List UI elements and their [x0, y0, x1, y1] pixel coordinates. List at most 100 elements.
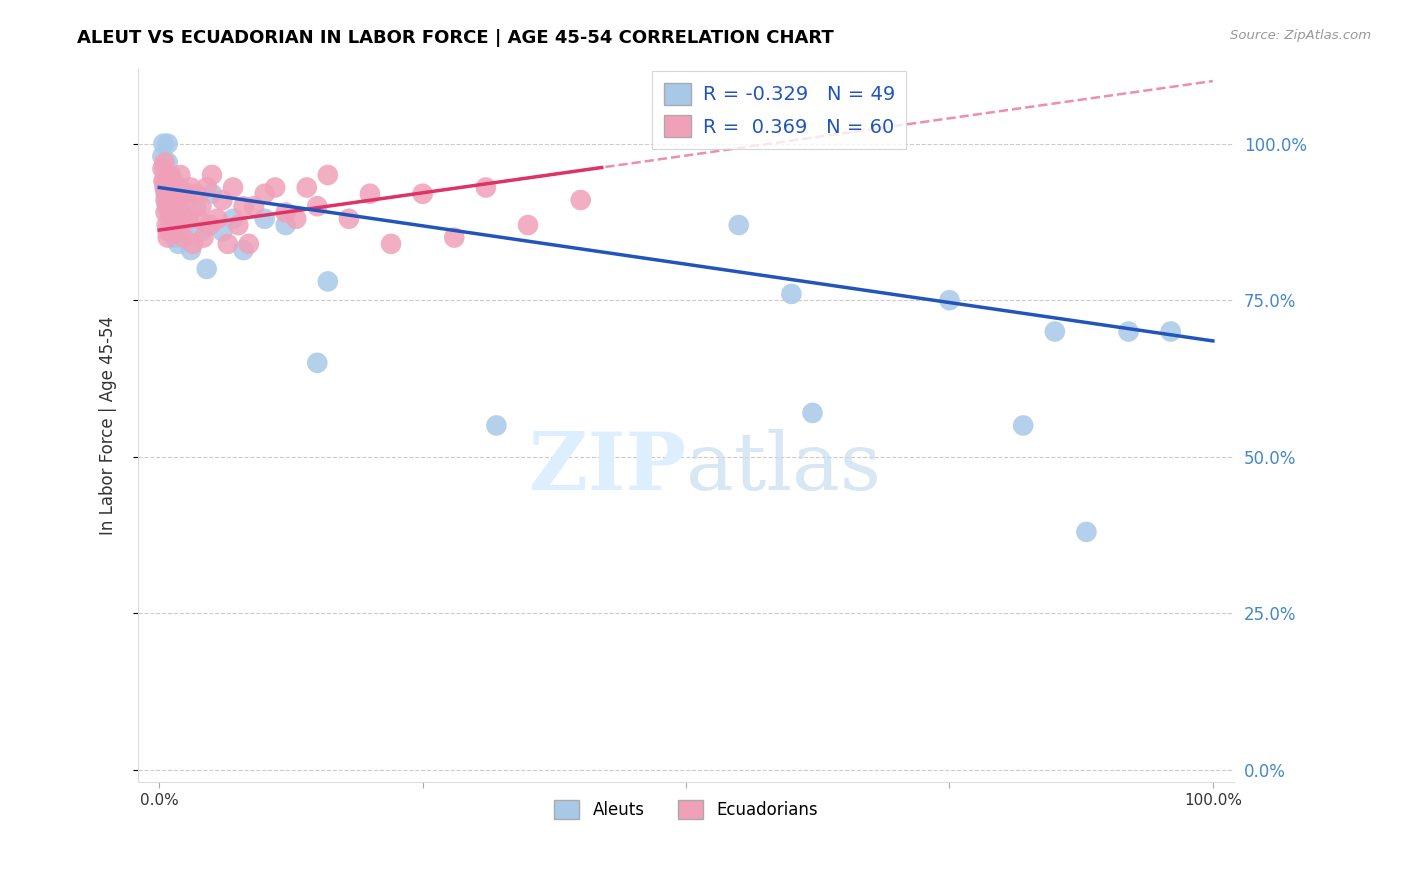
- Point: [380, 236, 402, 251]
- Point: [156, 218, 179, 232]
- Point: [1012, 418, 1035, 433]
- Point: [443, 230, 465, 244]
- Text: Source: ZipAtlas.com: Source: ZipAtlas.com: [1230, 29, 1371, 42]
- Point: [167, 236, 190, 251]
- Point: [153, 161, 176, 176]
- Point: [173, 230, 195, 244]
- Point: [165, 193, 187, 207]
- Point: [153, 180, 176, 194]
- Point: [157, 180, 180, 194]
- Text: ZIP: ZIP: [529, 429, 686, 508]
- Point: [412, 186, 434, 201]
- Legend: Aleuts, Ecuadorians: Aleuts, Ecuadorians: [547, 793, 824, 825]
- Point: [159, 180, 181, 194]
- Point: [1118, 325, 1140, 339]
- Point: [307, 356, 329, 370]
- Point: [186, 186, 208, 201]
- Point: [1160, 325, 1182, 339]
- Point: [201, 168, 224, 182]
- Point: [780, 287, 803, 301]
- Point: [201, 186, 224, 201]
- Point: [156, 224, 179, 238]
- Point: [177, 211, 200, 226]
- Point: [187, 211, 209, 226]
- Point: [155, 180, 177, 194]
- Point: [165, 211, 187, 226]
- Point: [153, 155, 176, 169]
- Point: [274, 218, 297, 232]
- Point: [195, 180, 218, 194]
- Point: [316, 274, 339, 288]
- Point: [569, 193, 592, 207]
- Point: [157, 168, 180, 182]
- Point: [222, 180, 245, 194]
- Point: [152, 136, 174, 151]
- Point: [938, 293, 960, 308]
- Point: [181, 236, 204, 251]
- Point: [169, 180, 191, 194]
- Text: ALEUT VS ECUADORIAN IN LABOR FORCE | AGE 45-54 CORRELATION CHART: ALEUT VS ECUADORIAN IN LABOR FORCE | AGE…: [77, 29, 834, 46]
- Point: [475, 180, 498, 194]
- Point: [264, 180, 287, 194]
- Point: [177, 211, 200, 226]
- Point: [163, 218, 186, 232]
- Point: [160, 186, 183, 201]
- Point: [166, 218, 188, 232]
- Point: [155, 186, 177, 201]
- Point: [156, 230, 179, 244]
- Point: [174, 186, 197, 201]
- Point: [180, 180, 202, 194]
- Text: atlas: atlas: [686, 429, 882, 508]
- Point: [152, 161, 174, 176]
- Point: [172, 186, 194, 201]
- Point: [295, 180, 318, 194]
- Point: [211, 224, 233, 238]
- Point: [211, 193, 233, 207]
- Point: [172, 224, 194, 238]
- Point: [152, 174, 174, 188]
- Point: [174, 193, 197, 207]
- Point: [156, 199, 179, 213]
- Point: [155, 205, 177, 219]
- Point: [198, 218, 221, 232]
- Point: [727, 218, 749, 232]
- Point: [253, 211, 276, 226]
- Point: [156, 186, 179, 201]
- Point: [316, 168, 339, 182]
- Point: [160, 199, 183, 213]
- Point: [1043, 325, 1066, 339]
- Point: [152, 149, 174, 163]
- Point: [157, 199, 180, 213]
- Point: [163, 211, 186, 226]
- Point: [307, 199, 329, 213]
- Point: [193, 230, 215, 244]
- Point: [232, 199, 254, 213]
- Point: [160, 193, 183, 207]
- Point: [186, 199, 208, 213]
- Point: [485, 418, 508, 433]
- Point: [160, 168, 183, 182]
- Point: [190, 199, 212, 213]
- Point: [517, 218, 540, 232]
- Point: [165, 199, 187, 213]
- Y-axis label: In Labor Force | Age 45-54: In Labor Force | Age 45-54: [100, 316, 117, 535]
- Point: [156, 136, 179, 151]
- Point: [238, 236, 260, 251]
- Point: [159, 211, 181, 226]
- Point: [162, 174, 184, 188]
- Point: [180, 243, 202, 257]
- Point: [156, 155, 179, 169]
- Point: [195, 261, 218, 276]
- Point: [153, 174, 176, 188]
- Point: [337, 211, 360, 226]
- Point: [159, 205, 181, 219]
- Point: [226, 218, 249, 232]
- Point: [232, 243, 254, 257]
- Point: [801, 406, 824, 420]
- Point: [217, 236, 239, 251]
- Point: [285, 211, 308, 226]
- Point: [156, 193, 179, 207]
- Point: [243, 199, 266, 213]
- Point: [159, 193, 181, 207]
- Point: [162, 180, 184, 194]
